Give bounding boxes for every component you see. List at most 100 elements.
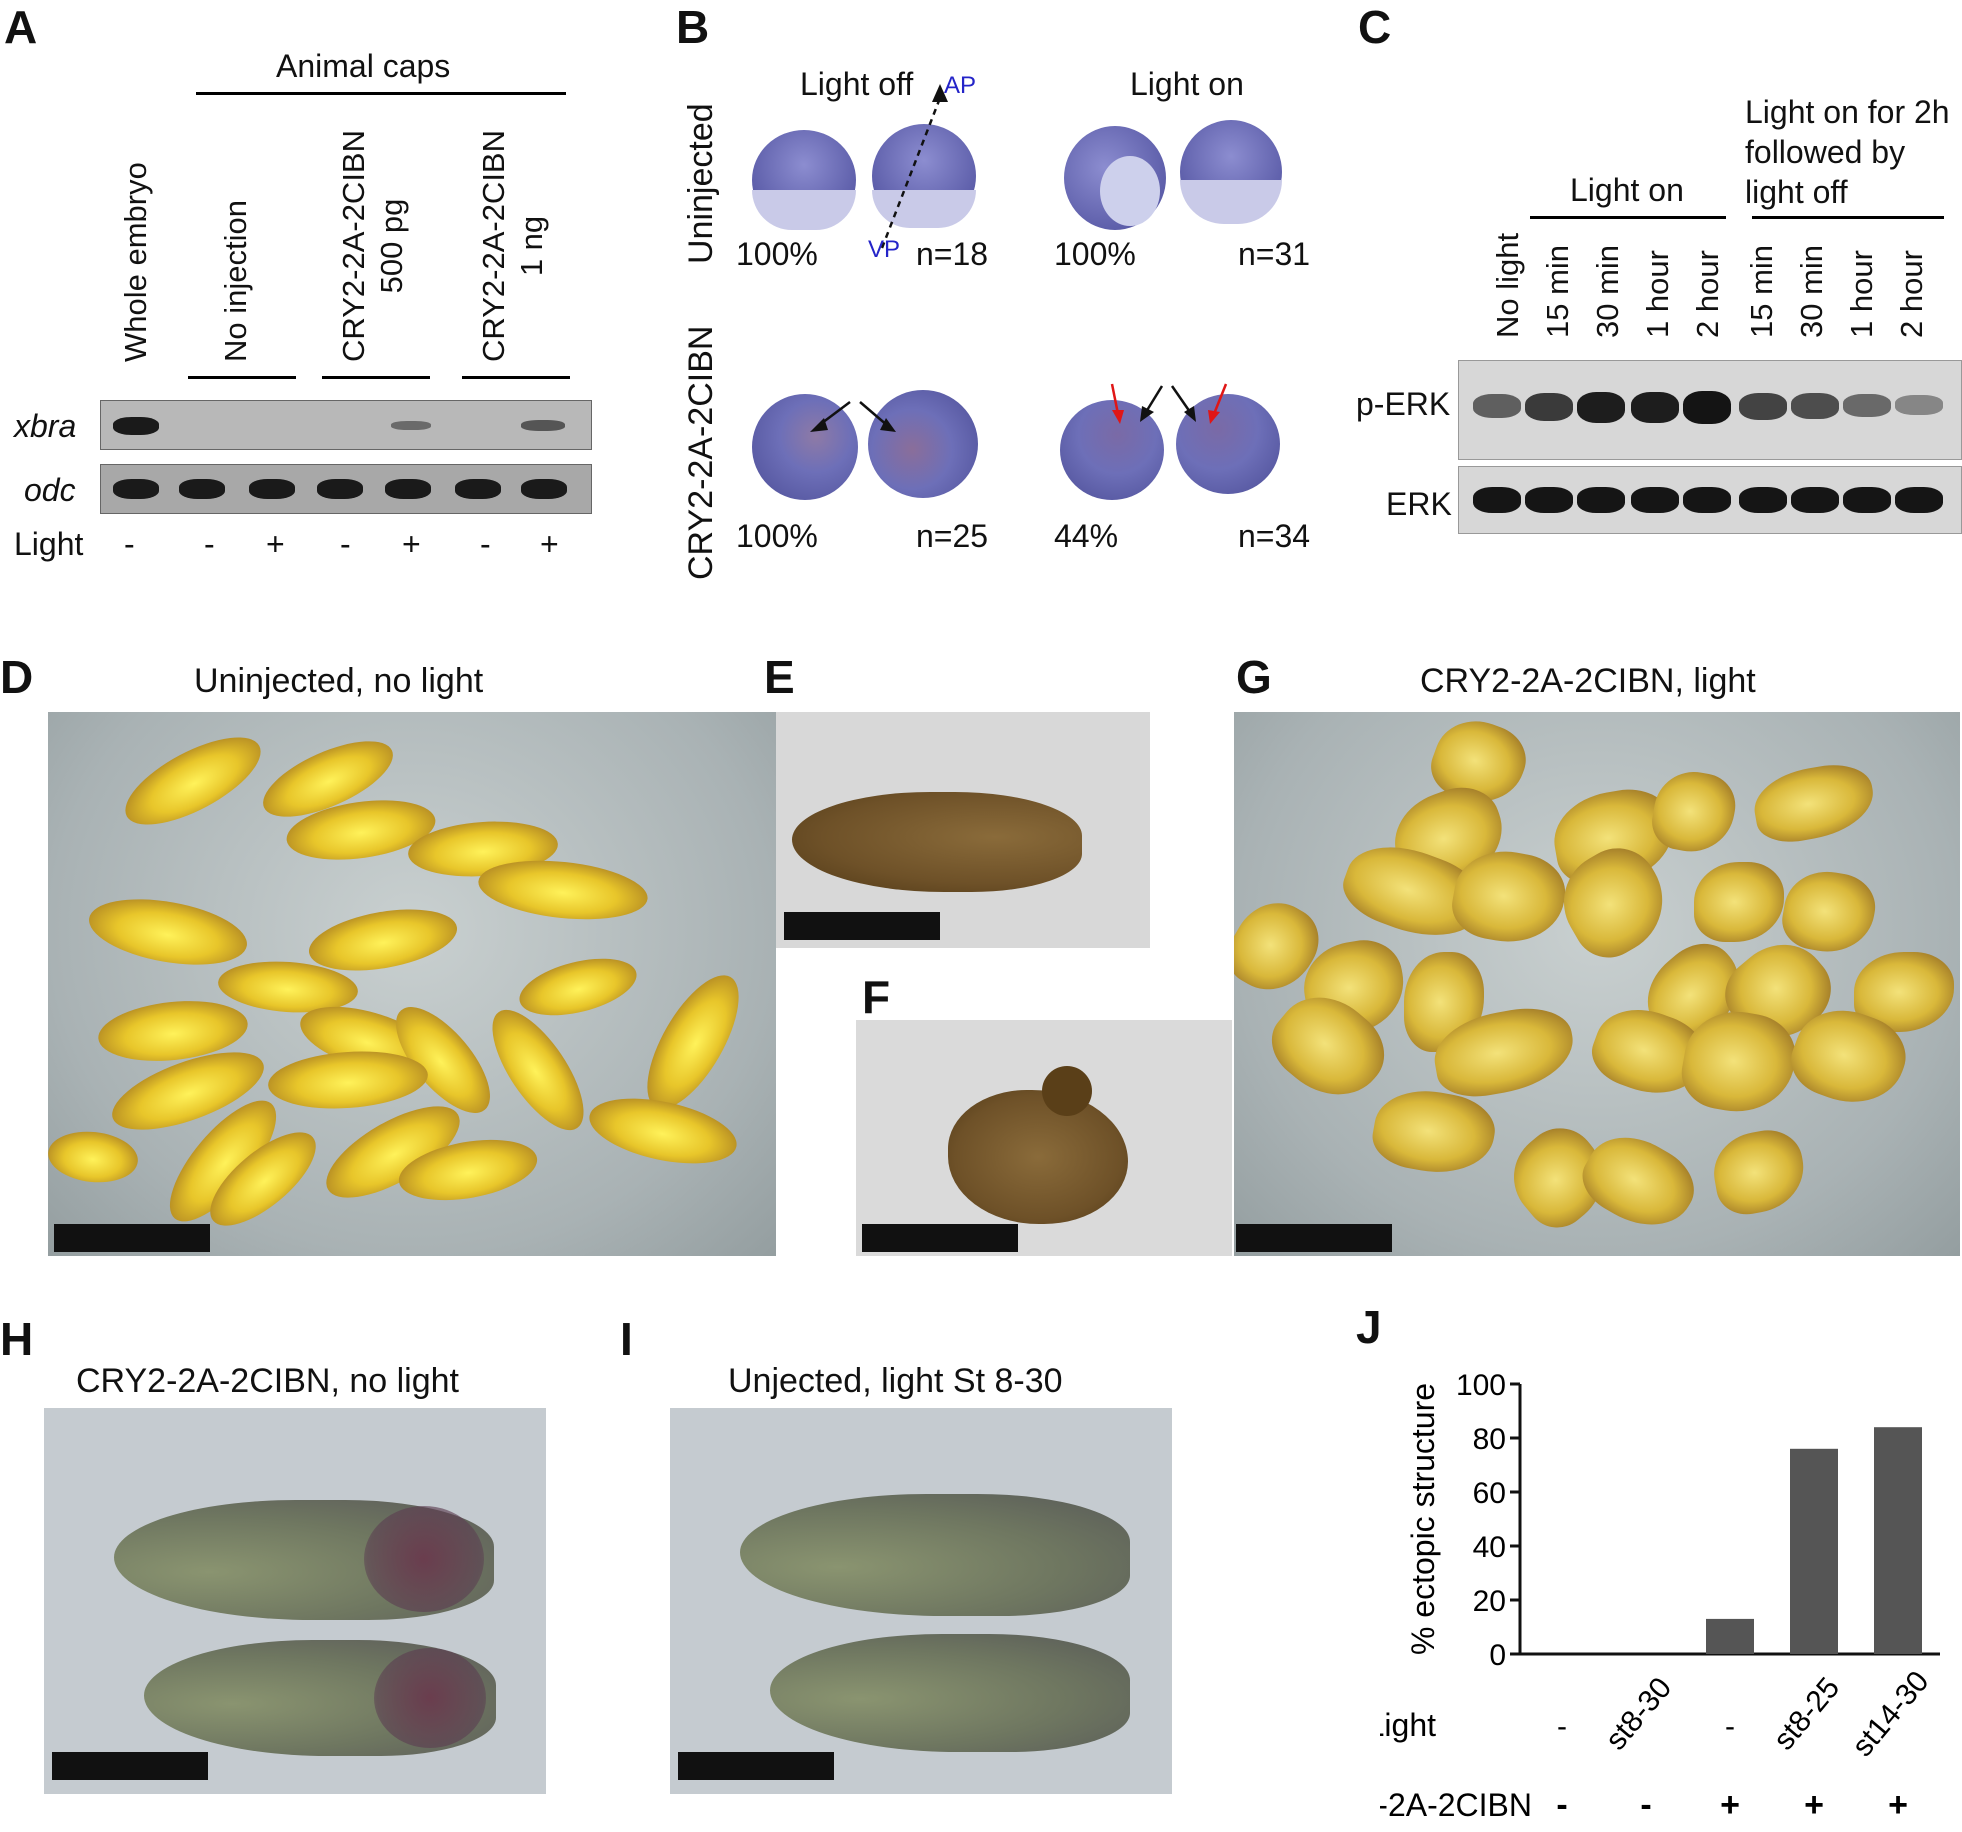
bar-3	[1706, 1618, 1754, 1654]
photo-h-embryos	[44, 1408, 546, 1794]
row-label-light: Light	[14, 526, 84, 562]
row-label-erk: ERK	[1386, 486, 1452, 522]
col-header-light-on: Light on	[1130, 66, 1244, 102]
photo-e-normal-embryo	[776, 712, 1150, 948]
blot-perk	[1458, 360, 1962, 460]
lane-c-9: 2 hour	[1894, 250, 1929, 338]
band-odc-5	[385, 479, 431, 499]
band-odc-7	[521, 479, 567, 499]
lane-c-4: 1 hour	[1640, 250, 1675, 338]
light-sign-3: +	[266, 526, 285, 562]
ap-vp-axis-arrow	[880, 84, 948, 249]
band-odc-1	[113, 479, 159, 499]
construct-label-5: +	[1888, 1786, 1908, 1824]
panel-h-label: H	[0, 1313, 34, 1365]
band-perk-lane-1	[1473, 393, 1521, 418]
embryo-b-uninj-off-1	[752, 130, 856, 230]
bracket-light-on	[1530, 216, 1726, 219]
band-perk-lane-7	[1791, 393, 1839, 420]
lane-c-6: 15 min	[1744, 244, 1779, 338]
band-odc-3	[249, 479, 295, 499]
light-sign-6: -	[480, 526, 491, 562]
bracket-light-off	[1752, 216, 1944, 219]
construct-label-2: -	[1640, 1786, 1651, 1824]
construct-label-3: +	[1720, 1786, 1740, 1824]
band-erk-lane-7	[1791, 487, 1839, 513]
construct-label-4: +	[1804, 1786, 1824, 1824]
band-xbra-1ng-light	[521, 420, 565, 431]
embryo-d-16	[266, 1046, 430, 1114]
band-odc-2	[179, 479, 225, 499]
y-tick-label-0: 0	[1489, 1639, 1506, 1672]
embryo-g-25	[1707, 1124, 1811, 1220]
band-xbra-whole-embryo	[113, 417, 159, 435]
lane-c-1: No light	[1490, 232, 1525, 338]
y-tick-label-2: 40	[1473, 1531, 1506, 1564]
band-perk-lane-8	[1843, 394, 1891, 417]
row-label-xbra: xbra	[14, 408, 77, 444]
arrows-cry2-off	[810, 401, 896, 432]
band-erk-lane-4	[1631, 487, 1679, 513]
panel-j-label: J	[1356, 1301, 1382, 1353]
y-tick-label-3: 60	[1473, 1477, 1506, 1510]
panel-d-label: D	[0, 651, 34, 703]
bar-4	[1790, 1448, 1838, 1654]
scale-bar-i	[678, 1752, 834, 1780]
embryo-f-ectopic-bump	[1042, 1066, 1092, 1116]
axis-label-vp: VP	[868, 236, 901, 263]
embryo-d-5	[475, 853, 651, 927]
lane-whole-embryo: Whole embryo	[118, 162, 153, 362]
light-label-5: st14-30	[1846, 1665, 1936, 1763]
embryo-g-9	[1694, 862, 1784, 942]
lane-no-injection: No injection	[218, 200, 253, 362]
light-sign-7: +	[540, 526, 559, 562]
light-label-4: st8-25	[1767, 1671, 1846, 1756]
bracket-500pg	[322, 376, 430, 379]
scale-bar-g	[1236, 1224, 1392, 1252]
lane-cry2-500pg: CRY2-2A-2CIBN 500 pg	[336, 129, 409, 362]
lane-c-3: 30 min	[1590, 244, 1625, 338]
photo-g-cry2-light-embryos	[1234, 712, 1960, 1256]
panel-e-label: E	[764, 651, 795, 703]
panel-i-label: I	[620, 1313, 633, 1365]
embryo-g-5	[1748, 758, 1880, 848]
embryo-f	[948, 1090, 1128, 1224]
stat-n-cry2-on: n=34	[1238, 518, 1311, 554]
panel-d-title: Uninjected, no light	[194, 662, 484, 700]
embryo-d-6	[84, 888, 252, 976]
stat-n-uninj-on: n=31	[1238, 236, 1311, 272]
embryo-i-2	[770, 1634, 1130, 1752]
panel-g-label: G	[1236, 651, 1272, 703]
band-erk-lane-8	[1843, 487, 1891, 513]
y-tick-label-5: 100	[1456, 1369, 1506, 1402]
light-sign-4: -	[340, 526, 351, 562]
group-header-light-off: Light on for 2h followed by light off	[1745, 94, 1950, 210]
embryo-h-2	[144, 1640, 496, 1756]
light-label-2: st8-30	[1599, 1671, 1678, 1756]
embryo-d-1	[113, 720, 273, 842]
band-erk-lane-6	[1739, 487, 1787, 513]
panel-i-title: Unjected, light St 8-30	[728, 1362, 1063, 1400]
panel-f-label: F	[862, 971, 891, 1023]
band-erk-lane-1	[1473, 487, 1521, 513]
row-label-light-j: Light	[1380, 1707, 1436, 1743]
scale-bar-e	[784, 912, 940, 940]
stat-pct-uninj-off: 100%	[736, 236, 818, 272]
row-label-odc: odc	[24, 472, 76, 508]
band-perk-lane-6	[1739, 392, 1787, 421]
lane-c-5: 2 hour	[1690, 250, 1725, 338]
row-label-construct-j: CRY2-2A-2CIBN	[1380, 1787, 1532, 1823]
photo-i-embryos	[670, 1408, 1172, 1794]
panel-a-label: A	[4, 1, 38, 53]
band-erk-lane-5	[1683, 487, 1731, 513]
bracket-1ng	[462, 376, 570, 379]
embryo-g-22	[1367, 1082, 1501, 1182]
construct-label-1: -	[1556, 1786, 1567, 1824]
lane-c-8: 1 hour	[1844, 250, 1879, 338]
band-perk-lane-5	[1683, 391, 1731, 425]
gel-odc	[100, 464, 592, 514]
band-perk-lane-3	[1577, 391, 1625, 424]
embryo-b-cry2-off-1	[752, 394, 858, 500]
light-label-3: -	[1725, 1710, 1735, 1743]
